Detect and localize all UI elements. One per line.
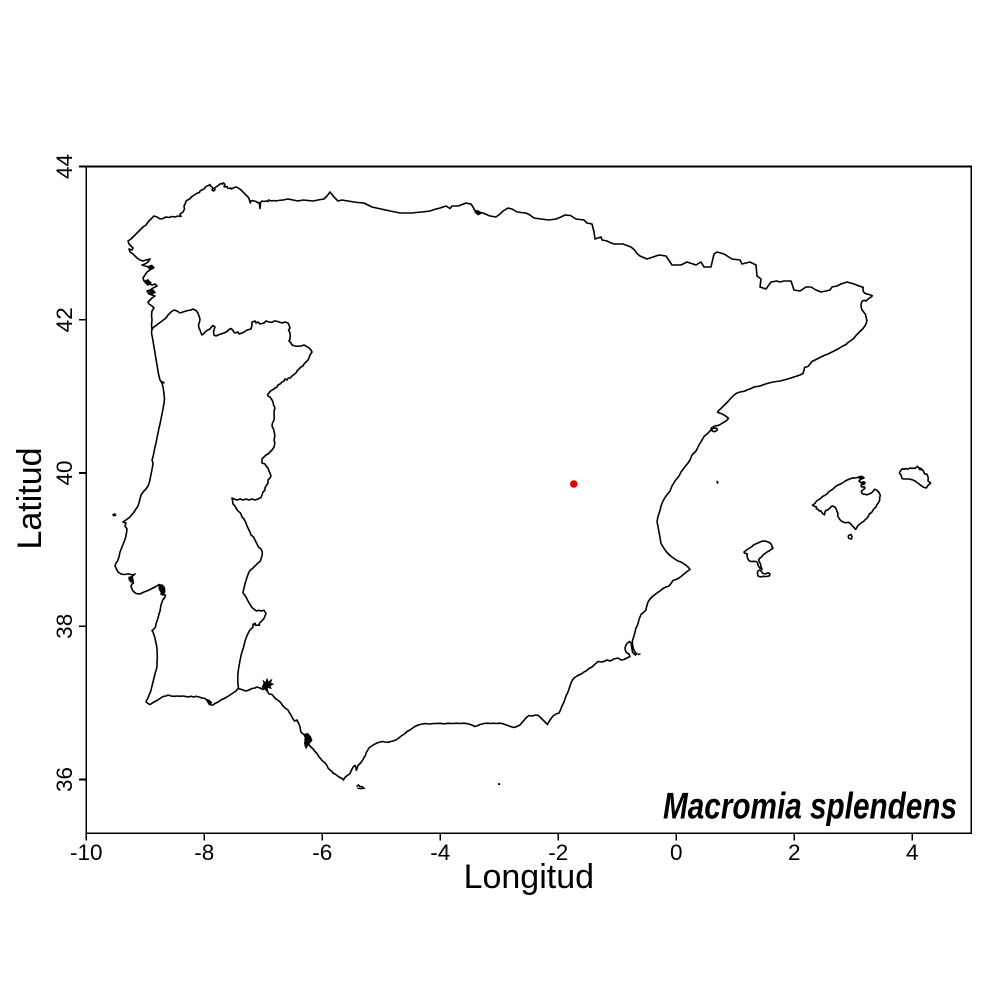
svg-text:-10: -10 bbox=[70, 840, 103, 865]
svg-text:40: 40 bbox=[52, 460, 77, 485]
svg-text:0: 0 bbox=[670, 840, 683, 865]
svg-text:-8: -8 bbox=[194, 840, 214, 865]
svg-text:-6: -6 bbox=[312, 840, 332, 865]
svg-text:2: 2 bbox=[788, 840, 801, 865]
svg-text:-4: -4 bbox=[430, 840, 450, 865]
svg-text:Macromia splendens: Macromia splendens bbox=[663, 785, 957, 827]
svg-text:38: 38 bbox=[52, 614, 77, 639]
svg-text:42: 42 bbox=[52, 307, 77, 332]
svg-text:44: 44 bbox=[52, 154, 77, 179]
svg-text:36: 36 bbox=[52, 767, 77, 792]
svg-text:Longitud: Longitud bbox=[464, 858, 594, 896]
svg-text:-2: -2 bbox=[548, 840, 568, 865]
svg-text:4: 4 bbox=[906, 840, 919, 865]
svg-text:Latitud: Latitud bbox=[11, 447, 49, 549]
